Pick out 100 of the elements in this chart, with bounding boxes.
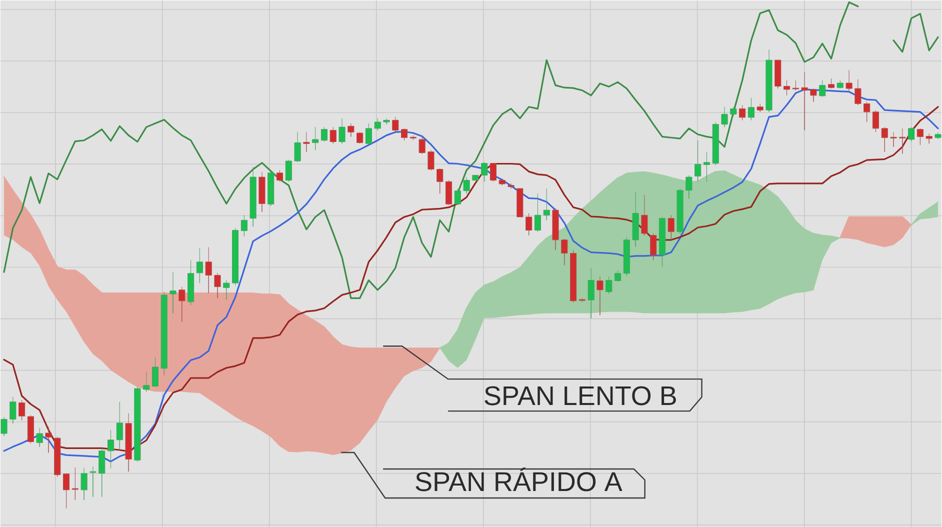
candlestick [436, 168, 444, 194]
candlestick [294, 132, 301, 162]
candlestick [810, 88, 817, 102]
candlestick [668, 214, 674, 240]
candlestick [872, 110, 880, 132]
candlestick [864, 101, 870, 122]
candlestick [348, 122, 354, 137]
candlestick [223, 280, 230, 300]
candlestick [116, 401, 123, 450]
candlestick [801, 72, 808, 130]
candlestick [881, 126, 888, 152]
candlestick [730, 106, 737, 116]
candlestick [107, 429, 114, 468]
candlestick [134, 386, 141, 462]
candlestick [463, 176, 470, 194]
candlestick [498, 178, 506, 186]
candlestick [392, 116, 399, 132]
candlestick [908, 126, 915, 142]
candlestick [481, 161, 488, 182]
candlestick [676, 188, 684, 234]
candlestick [401, 128, 408, 140]
candlestick [766, 49, 772, 112]
candlestick [196, 248, 203, 284]
candlestick [819, 80, 826, 97]
candlestick [143, 371, 150, 392]
candlestick [543, 188, 550, 220]
candlestick [27, 414, 34, 444]
candlestick [98, 448, 106, 497]
candlestick [561, 238, 568, 266]
candlestick [454, 188, 461, 206]
candlestick [739, 104, 746, 120]
candlestick [205, 246, 212, 294]
candlestick [36, 428, 43, 447]
candlestick [774, 59, 782, 89]
candlestick [45, 426, 52, 453]
candlestick [0, 416, 8, 436]
candlestick [854, 78, 862, 106]
candlestick [650, 233, 657, 260]
candlestick [160, 291, 168, 376]
candlestick [374, 118, 381, 130]
candlestick [534, 193, 541, 232]
candlestick [63, 472, 70, 508]
candlestick [721, 106, 728, 128]
candlestick [552, 208, 559, 250]
candlestick [846, 70, 852, 90]
candlestick [472, 174, 479, 180]
candlestick [570, 250, 577, 302]
candlestick [276, 170, 284, 182]
candlestick [330, 126, 336, 144]
candlestick [926, 133, 932, 144]
candlestick [784, 80, 790, 96]
candlestick [508, 183, 514, 189]
candlestick [756, 103, 764, 112]
candlestick [54, 436, 61, 477]
candlestick [10, 396, 16, 424]
candlestick [418, 136, 426, 154]
candlestick [890, 132, 897, 147]
candlestick [338, 118, 346, 144]
candlestick [686, 174, 692, 199]
candlestick [792, 80, 799, 90]
candlestick [410, 134, 416, 140]
candlestick [232, 228, 239, 286]
candlestick [320, 126, 328, 142]
candlestick [606, 276, 612, 294]
candlestick [18, 400, 26, 420]
candlestick [178, 286, 186, 322]
candlestick [516, 188, 524, 218]
candlestick [614, 270, 622, 282]
candlestick [188, 260, 194, 306]
candlestick [80, 467, 88, 500]
candlestick [303, 132, 310, 152]
candlestick [828, 78, 835, 89]
candlestick [712, 122, 719, 166]
candlestick [578, 298, 586, 302]
candlestick [240, 214, 248, 236]
candlestick [285, 159, 292, 182]
candlestick [258, 172, 266, 212]
candlestick [250, 166, 256, 227]
candlestick [383, 118, 390, 124]
candlestick [214, 272, 221, 298]
candlestick [90, 466, 96, 497]
candlestick [836, 80, 844, 89]
candlestick [490, 162, 497, 182]
candlestick [703, 151, 710, 182]
candlestick [899, 128, 906, 154]
candlestick [623, 236, 630, 276]
annotation: SPAN RÁPIDO A [416, 467, 622, 492]
candlestick [125, 412, 132, 472]
candlestick [268, 172, 274, 206]
candlestick [312, 126, 319, 150]
candlestick [916, 128, 924, 146]
annotation: SPAN LENTO B [484, 386, 676, 406]
candlestick [748, 97, 754, 120]
candlestick [596, 276, 604, 316]
candlestick [694, 140, 702, 182]
candlestick [632, 191, 639, 247]
candlestick [72, 467, 78, 500]
candlestick [445, 180, 452, 206]
candlestick [365, 122, 372, 144]
candlestick [356, 132, 364, 144]
